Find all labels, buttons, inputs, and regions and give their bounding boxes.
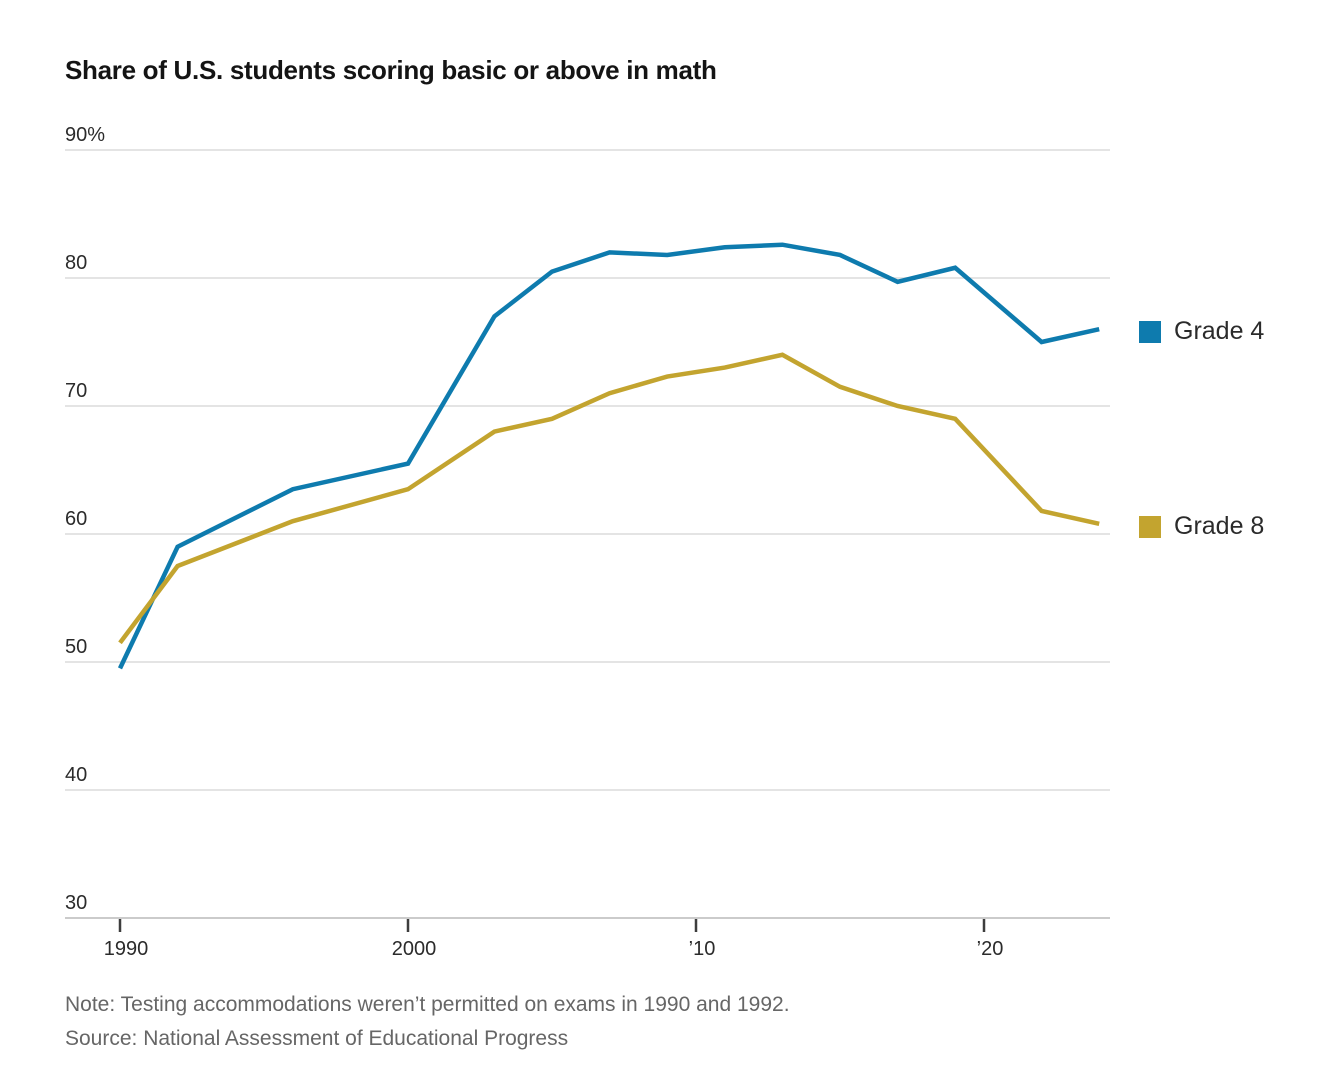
grade-8-swatch-icon (1139, 515, 1161, 538)
y-axis-tick-label: 40 (65, 764, 87, 786)
y-axis-tick-label: 90% (65, 124, 105, 146)
x-axis-tick-label: 1990 (104, 938, 149, 960)
y-axis-tick-label: 70 (65, 380, 87, 402)
grade-4-legend-label: Grade 4 (1174, 317, 1265, 345)
chart-note: Note: Testing accommodations weren’t per… (65, 993, 790, 1016)
y-axis-tick-label: 50 (65, 636, 87, 658)
legend-item-grade-8: Grade 8 (1139, 512, 1264, 541)
grade-4-swatch-icon (1139, 320, 1161, 343)
y-axis-tick-label: 80 (65, 252, 87, 274)
y-axis-tick-label: 60 (65, 508, 87, 530)
chart-source: Source: National Assessment of Education… (65, 1027, 569, 1050)
grade-8-legend-label: Grade 8 (1174, 512, 1265, 540)
chart-title: Share of U.S. students scoring basic or … (65, 55, 717, 85)
y-axis-tick-label: 30 (65, 892, 87, 914)
series-line-grade-4 (117, 242, 1100, 670)
x-axis-tick-label: 2000 (392, 938, 437, 960)
legend-item-grade-4: Grade 4 (1139, 317, 1264, 346)
series-line-grade-8 (118, 352, 1100, 645)
x-axis-tick-label: ’20 (977, 938, 1004, 960)
line-chart-canvas: 90% 80 70 60 50 40 30 1990 2000 ’10 ’20 (65, 124, 1110, 960)
x-axis-tick-label: ’10 (689, 938, 716, 960)
